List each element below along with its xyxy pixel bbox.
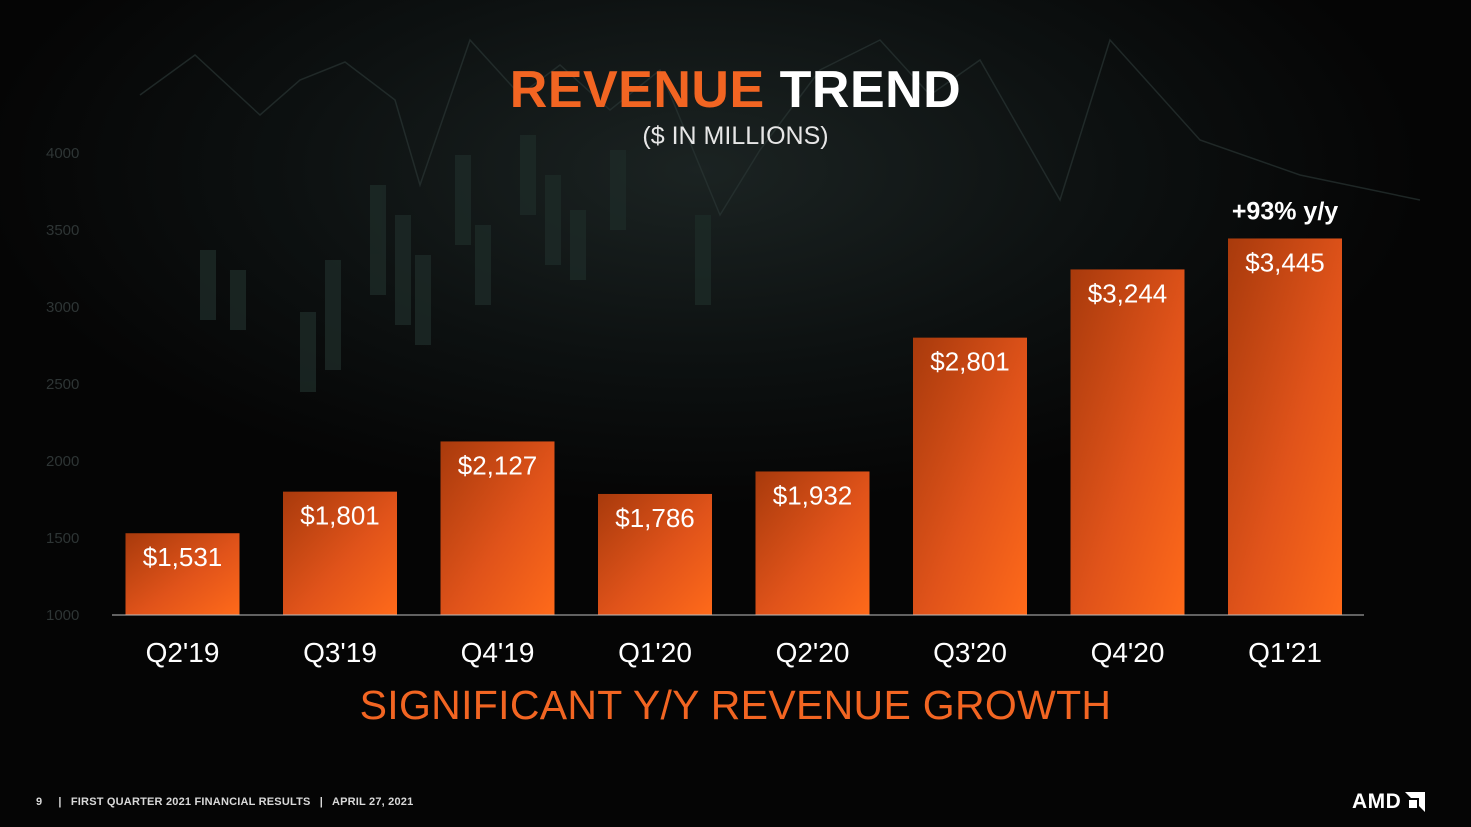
bar-data-label: $1,531 xyxy=(143,542,223,572)
y-tick-label: 1500 xyxy=(46,530,79,547)
x-tick-label: Q1'20 xyxy=(618,637,692,668)
bar xyxy=(440,441,555,615)
bar xyxy=(598,493,712,615)
slide-subtitle: ($ IN MILLIONS) xyxy=(642,122,829,150)
y-tick-label: 2500 xyxy=(46,376,79,393)
bar xyxy=(1070,269,1185,615)
logo-text: AMD xyxy=(1352,790,1402,813)
tagline: SIGNIFICANT Y/Y REVENUE GROWTH xyxy=(359,682,1112,728)
y-tick-label: 4000 xyxy=(46,145,79,162)
x-tick-label: Q2'19 xyxy=(146,637,220,668)
x-tick-label: Q2'20 xyxy=(776,637,850,668)
footer-title: FIRST QUARTER 2021 FINANCIAL RESULTS xyxy=(70,796,311,808)
bars-group: $1,531 $1,801 $2,127 $1,786 $1,932 $2,801 $3,2… xyxy=(125,238,1342,615)
x-tick-label: Q3'19 xyxy=(303,637,377,668)
y-tick-label: 3500 xyxy=(46,222,79,239)
x-tick-label: Q1'21 xyxy=(1248,637,1322,668)
bar xyxy=(283,491,397,615)
bar-data-label: $2,127 xyxy=(458,450,538,480)
slide-title: REVENUE TREND xyxy=(0,58,1471,122)
title-part-trend: TREND xyxy=(779,61,962,119)
bar-data-label: $3,445 xyxy=(1245,247,1325,277)
bar xyxy=(755,471,870,615)
bar-data-label: $1,932 xyxy=(773,480,853,510)
bar-data-label: $1,786 xyxy=(615,503,695,533)
x-tick-label: Q4'20 xyxy=(1091,637,1165,668)
y-axis: 1000 1500 2000 2500 3000 3500 4000 xyxy=(46,145,79,624)
slide-title-block: REVENUE TREND ($ IN MILLIONS) xyxy=(0,58,1471,150)
bar-data-label: $2,801 xyxy=(930,347,1010,377)
x-tick-label: Q3'20 xyxy=(933,637,1007,668)
amd-logo: AMD xyxy=(1352,790,1426,814)
bar xyxy=(125,533,240,615)
footer: 9 | FIRST QUARTER 2021 FINANCIAL RESULTS … xyxy=(36,796,413,808)
y-tick-label: 1000 xyxy=(46,607,79,624)
page-number: 9 xyxy=(36,796,43,808)
y-tick-label: 2000 xyxy=(46,453,79,470)
bar-data-label: $1,801 xyxy=(300,501,380,531)
bar-data-label: $3,244 xyxy=(1088,278,1168,308)
amd-arrow-icon xyxy=(1405,792,1426,812)
title-part-revenue: REVENUE xyxy=(509,61,765,119)
footer-separator: | xyxy=(319,796,324,808)
y-tick-label: 3000 xyxy=(46,299,79,316)
footer-separator: | xyxy=(58,796,62,808)
x-tick-label: Q4'19 xyxy=(461,637,535,668)
bar xyxy=(913,337,1027,615)
x-axis: Q2'19 Q3'19 Q4'19 Q1'20 Q2'20 Q3'20 Q4'20 Q1'21 xyxy=(146,637,1322,668)
footer-date: APRIL 27, 2021 xyxy=(331,796,414,808)
bar xyxy=(1228,238,1342,615)
yoy-annotation: +93% y/y xyxy=(1232,197,1338,225)
